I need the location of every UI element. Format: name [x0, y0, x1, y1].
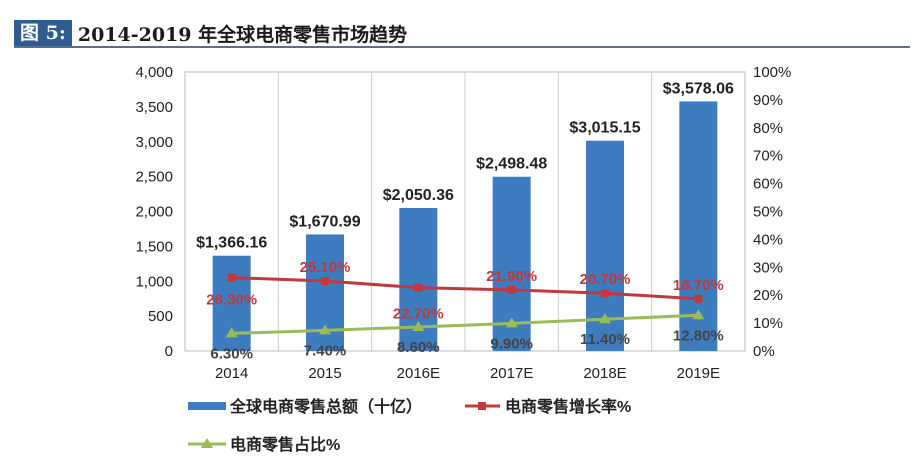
share-data-label: 7.40% [304, 342, 347, 359]
right-tick-label: 30% [753, 259, 783, 276]
right-tick-label: 70% [753, 148, 783, 165]
bar-data-label: $2,050.36 [383, 187, 454, 204]
right-tick-label: 80% [753, 120, 783, 137]
x-tick-label: 2016E [397, 365, 440, 382]
growth-data-label: 22.70% [393, 306, 444, 323]
legend-growth-label: 电商零售增长率% [505, 397, 631, 416]
growth-marker [601, 289, 609, 298]
left-tick-label: 4,000 [135, 64, 173, 81]
x-tick-label: 2014 [215, 365, 248, 382]
left-tick-label: 1,000 [135, 273, 173, 290]
left-tick-label: 2,000 [135, 204, 173, 221]
right-tick-label: 40% [753, 231, 783, 248]
left-tick-label: 3,500 [135, 99, 173, 116]
right-tick-label: 10% [753, 315, 783, 332]
left-tick-label: 2,500 [135, 169, 173, 186]
right-tick-label: 0% [753, 343, 775, 360]
legend-growth-marker [478, 402, 486, 410]
growth-data-label: 26.30% [206, 292, 257, 309]
right-tick-label: 50% [753, 204, 783, 221]
bar-data-label: $3,015.15 [569, 120, 640, 137]
legend-share-label: 电商零售占比% [230, 435, 340, 454]
left-tick-label: 3,000 [135, 134, 173, 151]
growth-marker [694, 294, 703, 303]
bar-data-label: $1,670.99 [289, 213, 360, 230]
legend-bar-swatch [188, 402, 226, 410]
x-tick-label: 2015 [308, 365, 341, 382]
growth-marker [414, 283, 423, 292]
growth-marker [321, 276, 329, 285]
growth-data-label: 20.70% [580, 271, 631, 288]
left-tick-label: 1,500 [135, 238, 173, 255]
right-tick-label: 90% [753, 92, 783, 109]
left-tick-label: 0 [165, 343, 173, 360]
legend-bar-label: 全球电商零售总额（十亿） [229, 397, 422, 416]
figure-label: 图 5: [14, 20, 72, 46]
bar-data-label: $3,578.06 [663, 80, 734, 97]
share-marker [225, 327, 238, 338]
bar-data-label: $1,366.16 [196, 235, 267, 252]
growth-data-label: 18.70% [673, 277, 724, 294]
share-marker [319, 324, 331, 335]
legend-share-marker [201, 438, 213, 448]
share-marker [412, 321, 425, 332]
right-tick-label: 60% [753, 176, 783, 193]
share-line [231, 313, 699, 335]
bar-data-label: $2,498.48 [476, 156, 547, 173]
share-data-label: 8.60% [397, 339, 440, 356]
x-tick-label: 2018E [583, 365, 626, 382]
growth-marker [507, 285, 516, 294]
share-data-label: 12.80% [673, 327, 724, 344]
x-tick-label: 2017E [490, 365, 533, 382]
share-data-label: 11.40% [580, 331, 630, 348]
right-tick-label: 20% [753, 287, 783, 304]
share-marker [505, 317, 518, 328]
growth-marker [227, 273, 236, 282]
share-data-label: 9.90% [490, 335, 533, 352]
x-tick-label: 2019E [677, 365, 720, 382]
share-data-label: 6.30% [210, 345, 253, 362]
share-marker [599, 313, 611, 324]
right-tick-label: 100% [753, 64, 791, 81]
growth-data-label: 21.90% [486, 268, 537, 285]
growth-line [231, 276, 699, 301]
figure-title: 图 5: 2014-2019 年全球电商零售市场趋势 [14, 20, 910, 48]
left-tick-label: 500 [148, 308, 173, 325]
share-marker [692, 309, 705, 320]
title-text: 2014-2019 年全球电商零售市场趋势 [77, 23, 408, 46]
growth-data-label: 25.10% [300, 259, 351, 276]
